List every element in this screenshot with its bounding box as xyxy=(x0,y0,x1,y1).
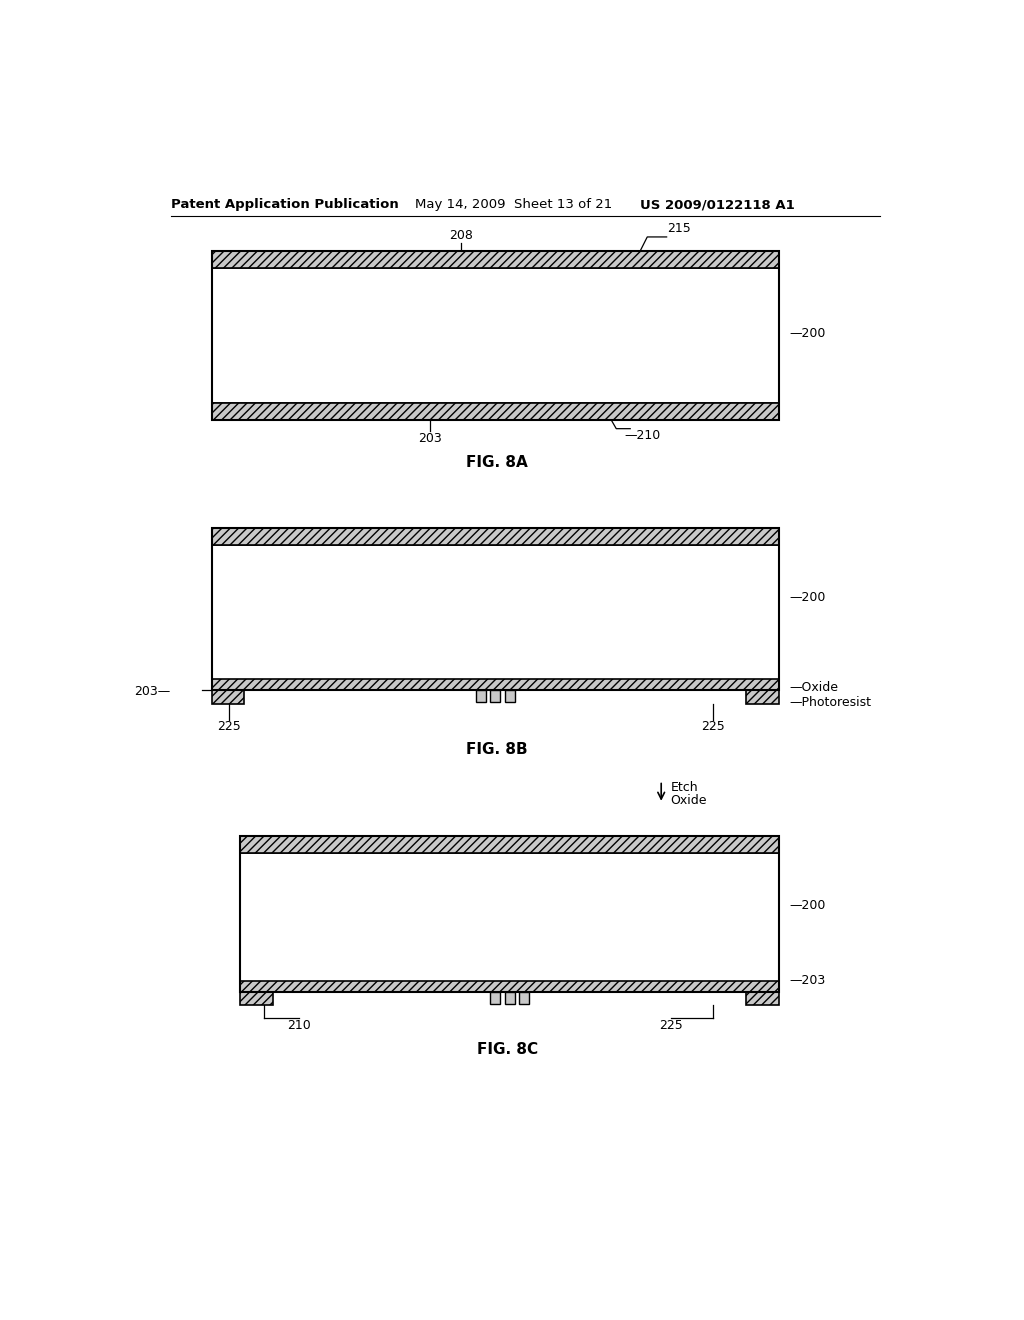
Text: 215: 215 xyxy=(667,222,690,235)
Bar xyxy=(212,678,779,689)
Bar xyxy=(746,689,779,704)
Text: —200: —200 xyxy=(790,591,825,603)
Bar xyxy=(241,836,779,991)
Bar xyxy=(241,981,779,991)
Text: 210: 210 xyxy=(287,1019,310,1032)
Text: —Oxide: —Oxide xyxy=(790,681,838,694)
Text: FIG. 8C: FIG. 8C xyxy=(477,1043,539,1057)
Text: —200: —200 xyxy=(790,899,825,912)
Bar xyxy=(241,853,779,991)
Text: FIG. 8B: FIG. 8B xyxy=(466,742,527,758)
Bar xyxy=(212,545,779,689)
Text: —Photoresist: —Photoresist xyxy=(790,696,871,709)
Text: 225: 225 xyxy=(658,1019,682,1032)
Bar xyxy=(212,528,779,545)
Bar xyxy=(241,991,273,1006)
Bar xyxy=(489,991,500,1003)
Bar xyxy=(490,689,501,702)
Text: May 14, 2009  Sheet 13 of 21: May 14, 2009 Sheet 13 of 21 xyxy=(415,198,612,211)
Text: US 2009/0122118 A1: US 2009/0122118 A1 xyxy=(640,198,795,211)
Text: Patent Application Publication: Patent Application Publication xyxy=(171,198,398,211)
Bar xyxy=(212,528,779,689)
Bar xyxy=(212,689,245,704)
Text: 225: 225 xyxy=(701,721,725,734)
Text: Oxide: Oxide xyxy=(671,795,707,808)
Text: —210: —210 xyxy=(624,429,660,442)
Text: 203—: 203— xyxy=(134,685,171,698)
Text: 225: 225 xyxy=(217,721,241,734)
Bar xyxy=(212,404,779,420)
Text: Etch: Etch xyxy=(671,780,698,793)
Text: —200: —200 xyxy=(790,327,825,341)
Text: 208: 208 xyxy=(450,228,473,242)
Text: —203: —203 xyxy=(790,974,825,987)
Text: 203: 203 xyxy=(419,432,442,445)
Bar xyxy=(212,251,779,420)
Bar xyxy=(519,991,529,1003)
Bar xyxy=(475,689,485,702)
Bar xyxy=(212,251,779,268)
Bar xyxy=(746,991,779,1006)
Bar xyxy=(241,836,779,853)
Bar xyxy=(505,689,515,702)
Text: FIG. 8A: FIG. 8A xyxy=(466,455,527,470)
Bar xyxy=(505,991,515,1003)
Bar xyxy=(212,268,779,404)
